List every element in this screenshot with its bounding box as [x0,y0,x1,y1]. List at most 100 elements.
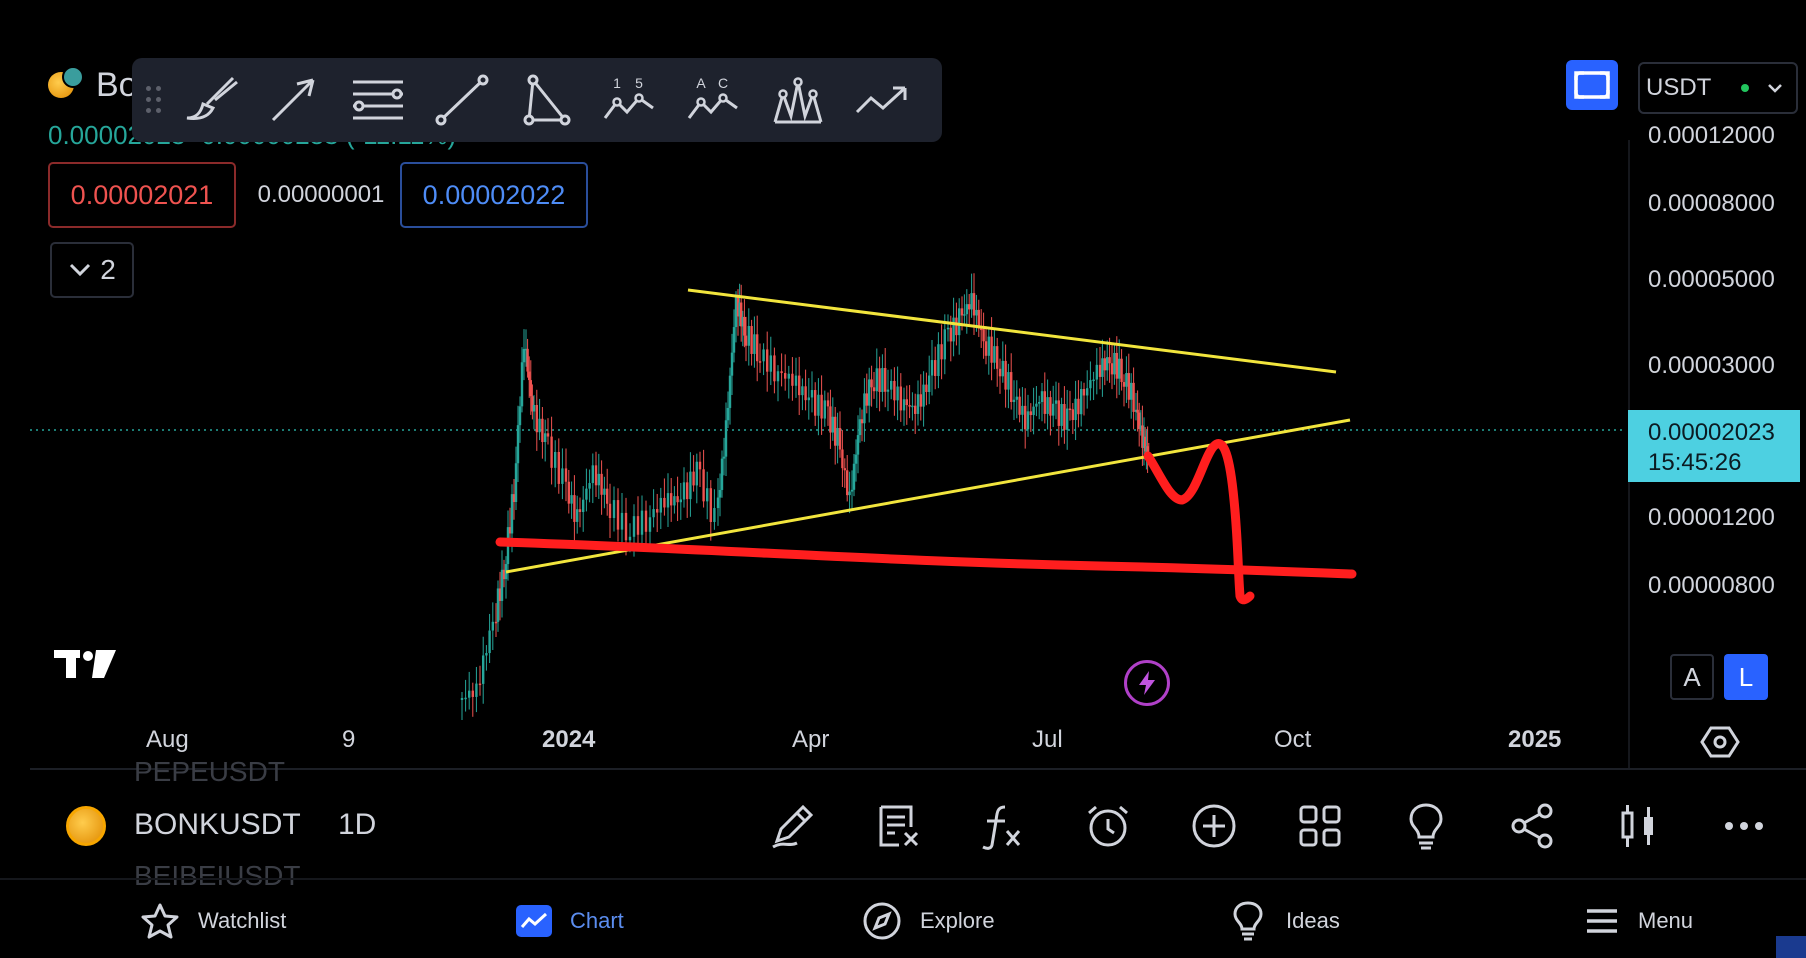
candle-body [624,512,628,541]
candle-body [970,293,973,310]
candle-body [965,304,968,315]
currency-value: USDT [1646,74,1712,101]
candle-body [1141,425,1144,448]
tradingview-logo [54,644,124,687]
brush-icon[interactable] [168,65,252,135]
symbol-name[interactable]: BONKUSDT [134,808,301,841]
nav-watchlist[interactable]: Watchlist [140,896,286,946]
candle-body [1098,364,1102,377]
nav-chart[interactable]: Chart [516,896,624,946]
candle-body [512,494,516,502]
candle-body [576,509,579,522]
layout-grid-icon[interactable] [1290,796,1350,856]
candle-body [914,405,917,414]
auto-scale-button[interactable]: A [1670,654,1714,700]
notes-icon[interactable] [868,796,928,856]
candle-body [872,387,876,392]
nav-explore[interactable]: Explore [862,896,995,946]
candle-body [893,380,896,401]
ideas-bulb-icon[interactable] [1396,796,1456,856]
candle-body [865,393,868,406]
buy-price-button[interactable]: 0.00002022 [400,162,588,228]
candle-body [682,482,686,500]
candle-body [846,470,849,496]
trend-line-icon[interactable] [420,65,504,135]
candle-body [695,461,698,486]
candle-body [750,326,753,354]
parallel-channel-icon[interactable] [336,65,420,135]
candle-body [673,496,676,506]
candle-body [753,334,756,354]
fullscreen-button[interactable] [1566,60,1618,110]
candle-body [911,405,914,408]
candle-body [1001,360,1004,377]
candle-body [679,499,682,503]
candle-body [1024,405,1027,430]
triangle-icon[interactable] [504,65,588,135]
candle-body [1108,357,1111,364]
candle-body [937,344,940,376]
candle-body [502,569,506,580]
nav-separator [0,878,1806,880]
nav-ideas[interactable]: Ideas [1228,896,1340,946]
forecast-icon[interactable] [840,65,924,135]
elliott-wave-icon[interactable] [756,65,840,135]
candle-body [928,375,931,392]
log-scale-button[interactable]: L [1724,654,1768,700]
candle-body [663,497,666,508]
status-dot-icon [1741,84,1750,92]
candle-body [850,489,854,492]
candle-body [860,419,864,424]
candle-body [491,621,494,631]
indicators-fx-icon[interactable] [972,796,1032,856]
candle-body [529,380,532,397]
candle-body [460,698,464,700]
candle-body [823,400,826,419]
candle-body [1035,403,1038,407]
arrow-icon[interactable] [252,65,336,135]
alert-clock-icon[interactable] [1078,796,1138,856]
nav-menu[interactable]: Menu [1584,896,1693,946]
pen-icon[interactable] [762,796,822,856]
currency-select[interactable]: USDT [1638,62,1798,114]
candle-style-icon[interactable] [1608,796,1668,856]
sell-price-button[interactable]: 0.00002021 [48,162,236,228]
candle-body [834,416,837,446]
candle-body [804,386,807,401]
candle-body [987,336,990,356]
projection-drawing[interactable] [1143,439,1255,605]
share-icon[interactable] [1502,796,1562,856]
candle-body [1086,388,1089,396]
candle-body [508,527,512,534]
fullscreen-icon [1574,71,1610,99]
candle-body [591,465,594,484]
candle-body [736,297,740,317]
candle-body [475,683,478,697]
candle-body [709,488,712,522]
indicators-toggle[interactable]: 2 [50,242,134,298]
candle-body [1120,358,1123,383]
candle-body [996,346,999,369]
drag-handle-icon[interactable] [142,80,168,120]
settings-hexagon-icon[interactable] [1700,722,1740,767]
add-icon[interactable] [1184,796,1244,856]
candle-body [747,326,750,346]
candle-body [756,334,759,362]
candle-body [826,400,830,407]
candle-body [773,355,776,382]
more-icon[interactable] [1714,796,1774,856]
support-line-drawing[interactable] [495,537,1357,579]
candle-body [734,297,738,328]
symbol-title[interactable]: Bo [96,66,138,104]
candle-body [1066,408,1069,430]
corner-indicator [1776,936,1806,958]
upper-trendline[interactable] [687,288,1337,374]
lightning-icon[interactable] [1124,660,1170,706]
next-symbol-ghost: BEIBEIUSDT [134,860,301,891]
compass-icon [863,902,901,940]
candle-body [982,329,985,342]
interval[interactable]: 1D [338,808,377,841]
